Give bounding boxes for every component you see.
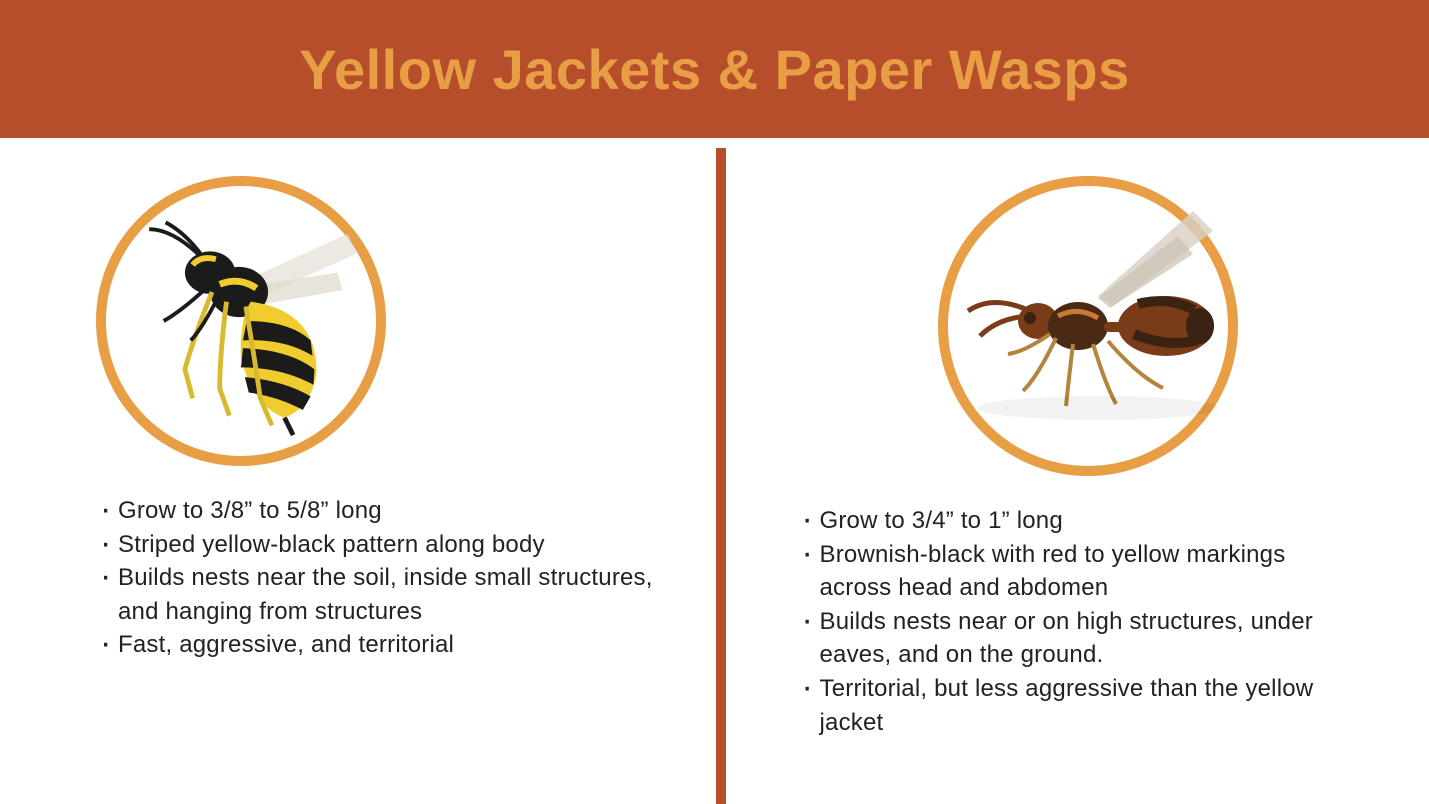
list-item: Builds nests near the soil, inside small… — [96, 561, 656, 628]
yellow-jacket-bullets: Grow to 3/8” to 5/8” long Striped yellow… — [96, 494, 656, 662]
content-row: Grow to 3/8” to 5/8” long Striped yellow… — [0, 148, 1429, 804]
infographic-page: Yellow Jackets & Paper Wasps — [0, 0, 1429, 804]
yellow-jacket-illustration — [96, 176, 386, 466]
list-item: Grow to 3/8” to 5/8” long — [96, 494, 656, 528]
left-column: Grow to 3/8” to 5/8” long Striped yellow… — [0, 148, 716, 804]
list-item: Striped yellow-black pattern along body — [96, 528, 656, 562]
yellow-jacket-image — [96, 176, 386, 466]
title-banner: Yellow Jackets & Paper Wasps — [0, 0, 1429, 138]
right-column: Grow to 3/4” to 1” long Brownish-black w… — [726, 148, 1429, 804]
paper-wasp-illustration — [938, 176, 1238, 476]
list-item: Fast, aggressive, and territorial — [96, 628, 656, 662]
list-item: Territorial, but less aggressive than th… — [798, 672, 1358, 739]
center-divider — [716, 148, 726, 804]
page-title: Yellow Jackets & Paper Wasps — [299, 37, 1130, 102]
list-item: Grow to 3/4” to 1” long — [798, 504, 1358, 538]
list-item: Brownish-black with red to yellow markin… — [798, 538, 1358, 605]
paper-wasp-image — [938, 176, 1238, 476]
paper-wasp-bullets: Grow to 3/4” to 1” long Brownish-black w… — [798, 504, 1358, 739]
list-item: Builds nests near or on high structures,… — [798, 605, 1358, 672]
